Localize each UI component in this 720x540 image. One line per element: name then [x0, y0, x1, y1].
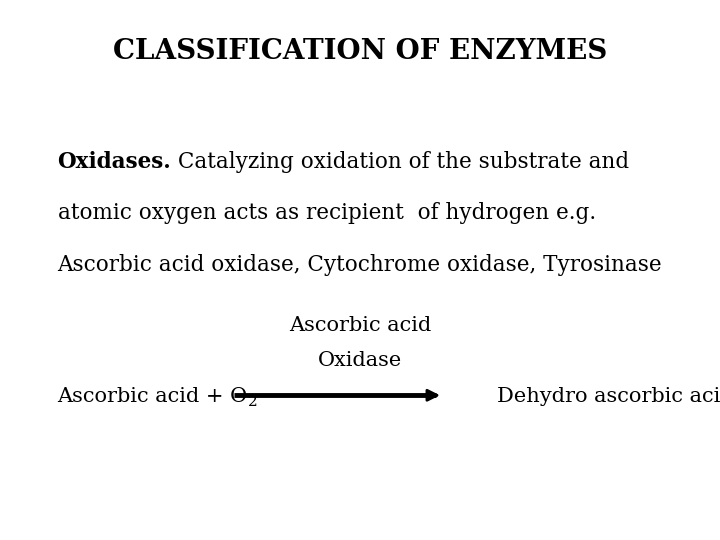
Text: Oxidases.: Oxidases. — [58, 151, 171, 173]
Text: Ascorbic acid + O: Ascorbic acid + O — [58, 387, 248, 407]
Text: Ascorbic acid oxidase, Cytochrome oxidase, Tyrosinase: Ascorbic acid oxidase, Cytochrome oxidas… — [58, 254, 662, 276]
Text: Dehydro ascorbic acid: Dehydro ascorbic acid — [497, 387, 720, 407]
Text: atomic oxygen acts as recipient  of hydrogen e.g.: atomic oxygen acts as recipient of hydro… — [58, 202, 595, 225]
Text: 2: 2 — [248, 395, 258, 409]
Text: CLASSIFICATION OF ENZYMES: CLASSIFICATION OF ENZYMES — [113, 38, 607, 65]
Text: Oxidase: Oxidase — [318, 351, 402, 370]
Text: Ascorbic acid: Ascorbic acid — [289, 316, 431, 335]
Text: Catalyzing oxidation of the substrate and: Catalyzing oxidation of the substrate an… — [171, 151, 629, 173]
